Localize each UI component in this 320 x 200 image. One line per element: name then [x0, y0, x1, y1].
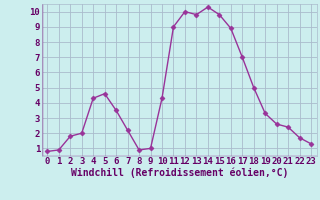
X-axis label: Windchill (Refroidissement éolien,°C): Windchill (Refroidissement éolien,°C) [70, 168, 288, 178]
